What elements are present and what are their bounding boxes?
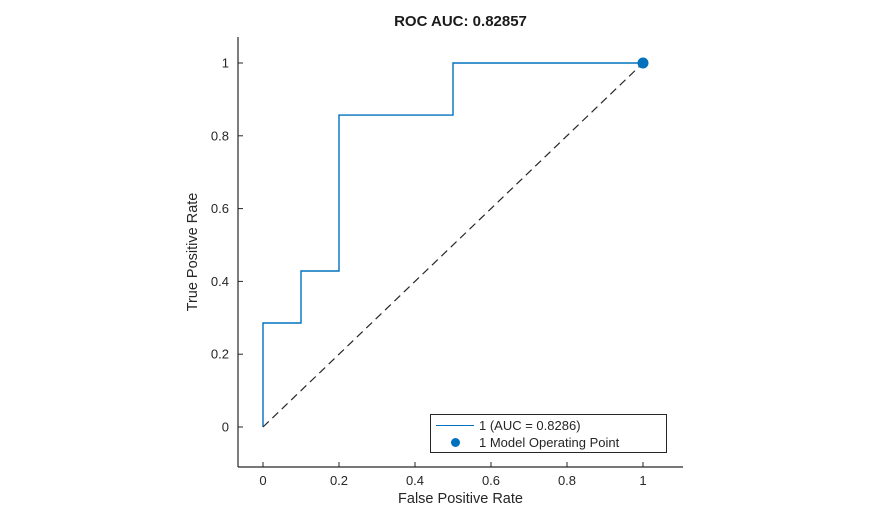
x-tick-label: 0.4 [406, 473, 424, 488]
operating-point-marker [637, 57, 649, 69]
x-tick-label: 1 [639, 473, 646, 488]
roc-line-swatch [431, 424, 479, 426]
legend-label: 1 (AUC = 0.8286) [479, 417, 581, 433]
y-tick-label: 0 [222, 420, 229, 435]
x-tick-label: 0 [259, 473, 266, 488]
x-axis-label: False Positive Rate [398, 491, 523, 507]
y-axis-label: True Positive Rate [185, 192, 201, 312]
x-tick-label: 0.2 [330, 473, 348, 488]
legend-entry-roc: 1 (AUC = 0.8286) [431, 418, 666, 433]
y-tick-label: 0.8 [211, 128, 229, 143]
y-tick-label: 0.2 [211, 347, 229, 362]
legend-entry-operating-point: 1 Model Operating Point [431, 435, 666, 450]
dot-sample-icon [450, 437, 460, 447]
line-sample-icon [436, 424, 474, 426]
x-tick-label: 0.8 [558, 473, 576, 488]
legend-label: 1 Model Operating Point [479, 434, 620, 450]
y-tick-label: 0.6 [211, 201, 229, 216]
roc-curve [262, 62, 643, 427]
legend: 1 (AUC = 0.8286) 1 Model Operating Point [430, 414, 667, 453]
chart-title: ROC AUC: 0.82857 [394, 13, 527, 30]
y-tick-label: 0.4 [211, 274, 229, 289]
x-tick-label: 0.6 [482, 473, 500, 488]
y-tick-label: 1 [222, 56, 229, 71]
reference-line [262, 62, 644, 428]
operating-point-swatch [431, 437, 479, 447]
